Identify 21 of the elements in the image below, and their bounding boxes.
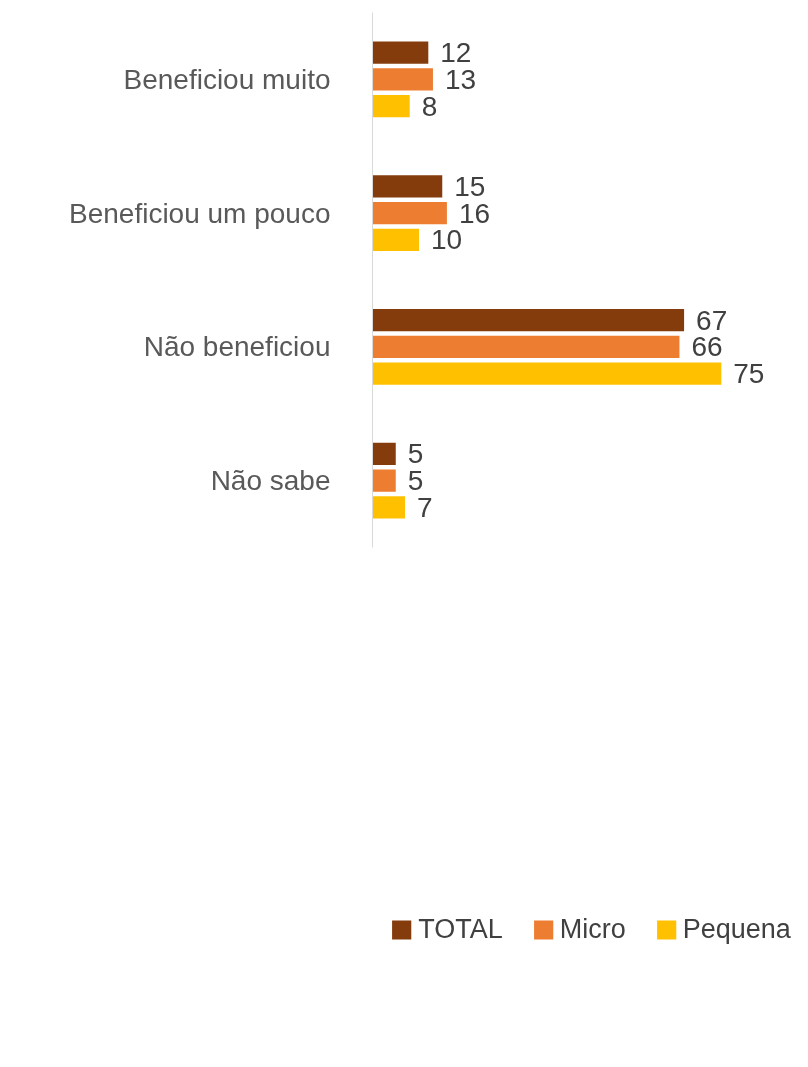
legend-label: Pequena (682, 913, 791, 945)
bar (372, 442, 396, 465)
legend-label: Micro (559, 913, 626, 945)
legend-label: TOTAL (418, 913, 503, 945)
y-tick-label: Beneficiou um pouco (69, 197, 331, 229)
bar (372, 41, 429, 64)
bar (372, 309, 685, 332)
bar (372, 202, 447, 225)
bar (372, 362, 722, 385)
bar (372, 469, 396, 492)
bar (372, 95, 410, 118)
y-tick-label: Não beneficiou (143, 331, 331, 363)
bar (372, 228, 420, 251)
y-tick-label: Beneficiou muito (123, 63, 331, 95)
data-label: 75 (733, 358, 765, 390)
bar (372, 68, 433, 91)
bar (372, 496, 406, 519)
bar (372, 175, 443, 198)
data-label: 8 (421, 90, 438, 122)
y-tick-label: Não sabe (210, 465, 331, 497)
bar (372, 335, 680, 358)
